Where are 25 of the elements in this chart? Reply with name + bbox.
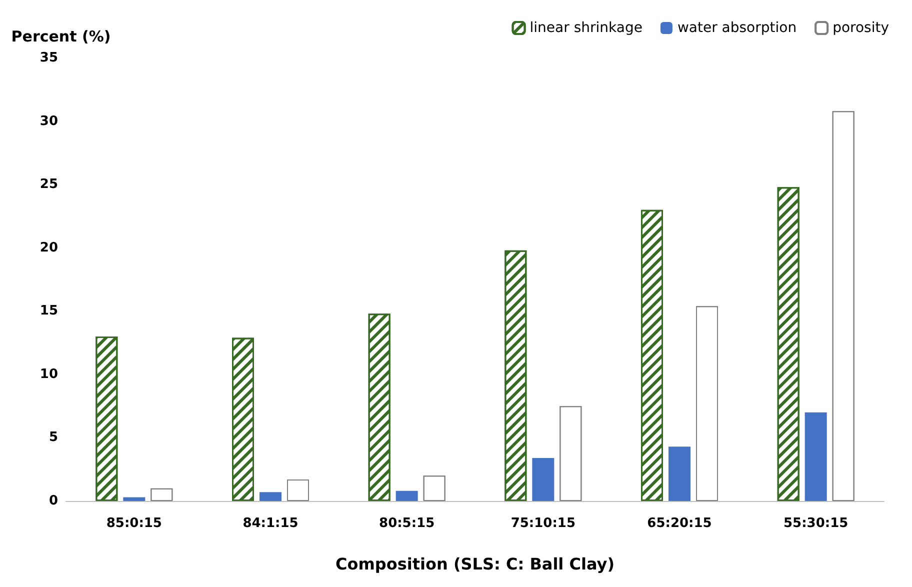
y-tick-label: 15 [40,304,58,319]
y-tick-label: 35 [40,50,58,66]
bar [532,458,554,501]
bar [804,412,827,501]
y-axis-title: Percent (%) [11,28,111,46]
y-tick-label: 10 [40,366,58,382]
y-tick-label: 0 [48,494,58,508]
legend-label: porosity [832,20,890,36]
x-axis-title: Composition (SLS: C: Ball Clay) [336,554,614,574]
bar [260,492,282,501]
x-tick-label: 84:1:15 [242,516,298,531]
bar [396,490,418,501]
y-tick-label: 25 [40,177,58,192]
x-tick-label: 65:20:15 [647,516,712,531]
y-tick-label: 5 [48,430,58,446]
x-tick-label: 55:30:15 [783,516,848,531]
bar [123,497,146,501]
legend-label: water absorption [677,20,797,36]
legend-label: linear shrinkage [530,20,642,36]
y-tick-label: 30 [40,114,58,129]
x-tick-label: 75:10:15 [510,516,576,531]
bar [668,446,690,501]
x-tick-label: 85:0:15 [106,516,162,531]
y-tick-label: 20 [40,240,58,256]
x-tick-label: 80:5:15 [379,516,435,531]
